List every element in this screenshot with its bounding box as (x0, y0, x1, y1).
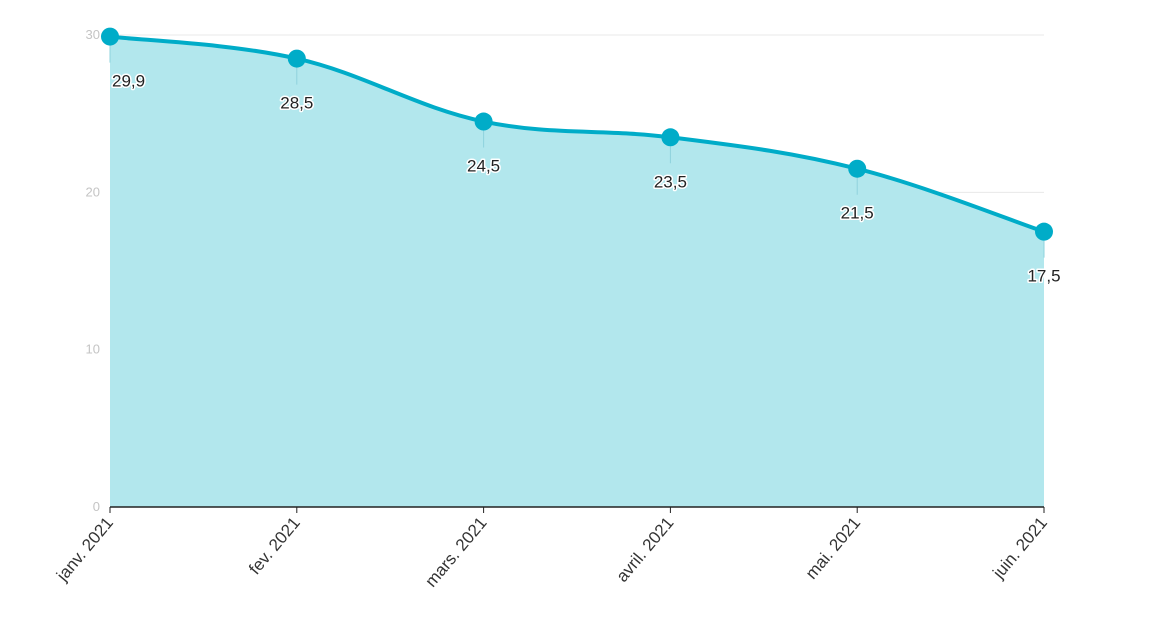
y-tick-label: 0 (93, 499, 100, 514)
data-label: 29,9 (112, 72, 145, 91)
data-points (101, 27, 1053, 241)
area-layer (109, 34, 1045, 507)
data-point (848, 159, 867, 178)
data-point (661, 128, 680, 147)
y-axis-ticks: 0 10 20 30 (86, 27, 100, 514)
x-axis: janv. 2021 fev. 2021 mars. 2021 avril. 2021… (52, 506, 1051, 591)
y-tick-label: 30 (86, 27, 100, 42)
x-tick-label: janv. 2021 (52, 513, 117, 585)
series-line (109, 34, 1045, 234)
data-label: 24,5 (467, 157, 500, 176)
data-point (101, 27, 119, 46)
data-label: 21,5 (841, 204, 874, 223)
x-tick-label: juin. 2021 (988, 513, 1051, 582)
x-tick-label: mars. 2021 (421, 513, 490, 590)
x-tick-label: fev. 2021 (245, 513, 304, 578)
series-area (110, 36, 1044, 507)
x-tick-label: mai. 2021 (802, 513, 865, 582)
y-tick-label: 20 (86, 184, 100, 199)
data-label: 23,5 (654, 172, 687, 191)
data-point (287, 49, 306, 68)
y-tick-label: 10 (86, 342, 100, 357)
data-labels: 29,9 28,5 24,5 23,5 21,5 17,5 (111, 70, 1063, 287)
data-point (1035, 222, 1053, 241)
data-label: 17,5 (1027, 267, 1060, 286)
data-label: 28,5 (280, 94, 313, 113)
data-point (474, 112, 493, 131)
x-tick-label: avril. 2021 (612, 513, 677, 585)
